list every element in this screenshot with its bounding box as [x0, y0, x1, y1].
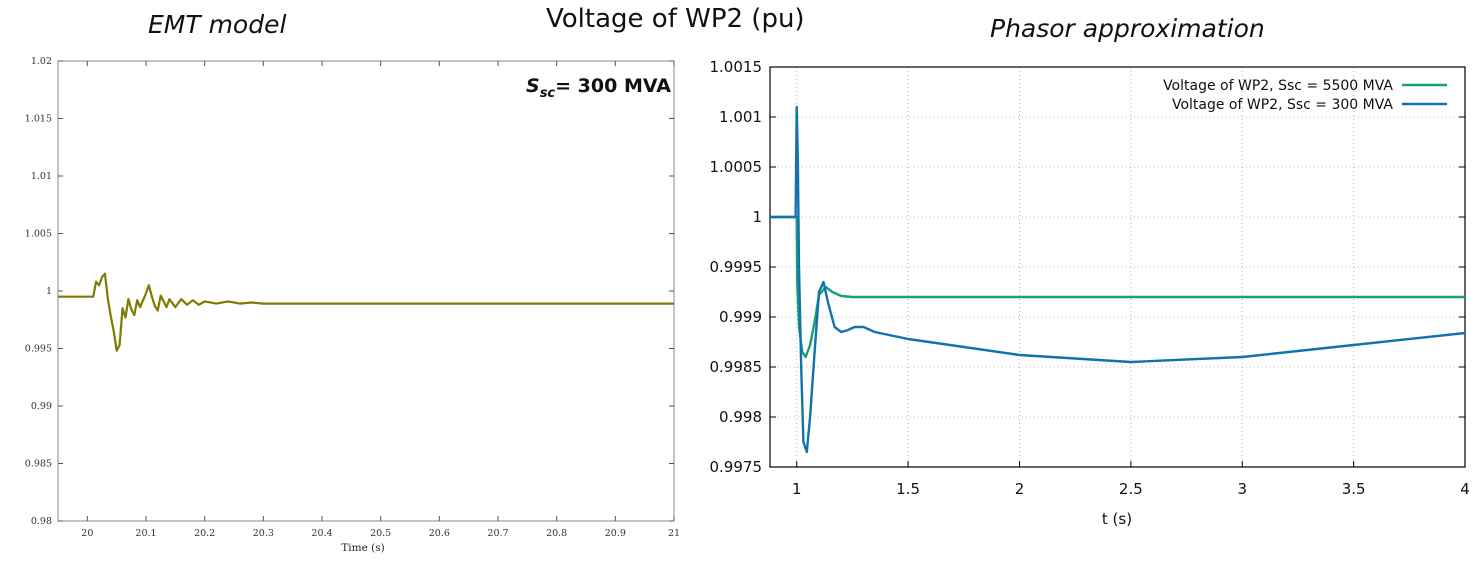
ssc-symbol: S	[526, 75, 540, 97]
emt-x-tick-label: 20.3	[253, 528, 274, 539]
phasor-y-tick-label: 1	[752, 208, 762, 226]
emt-y-tick-label: 1.01	[31, 171, 52, 182]
emt-y-tick-label: 1.005	[25, 229, 52, 240]
emt-model-title: EMT model	[148, 10, 287, 39]
emt-x-tick-label: 20.9	[605, 528, 626, 539]
legend-entry-label: Voltage of WP2, Ssc = 5500 MVA	[1163, 78, 1393, 94]
legend-entry-label: Voltage of WP2, Ssc = 300 MVA	[1172, 97, 1393, 113]
phasor-y-tick-label: 0.9985	[710, 358, 763, 376]
phasor-x-tick-label: 1.5	[896, 480, 920, 498]
emt-y-tick-label: 1	[46, 286, 52, 297]
emt-x-tick-label: 20.8	[546, 528, 567, 539]
phasor-y-tick-label: 0.9995	[710, 258, 763, 276]
ssc-subscript: sc	[540, 86, 556, 101]
phasor-x-tick-label: 2.5	[1119, 480, 1143, 498]
emt-y-tick-label: 0.99	[31, 401, 52, 412]
emt-y-tick-label: 1.02	[31, 56, 52, 67]
ssc-value: = 300 MVA	[555, 75, 671, 97]
emt-model-chart: Time (s) Ssc= 300 MVA 20 20.1 20.2 20.3 20.4…	[25, 56, 680, 554]
emt-x-tick-label: 20.4	[311, 528, 332, 539]
phasor-series-line-ssc-300	[770, 105, 1466, 454]
phasor-y-tick-label: 0.998	[719, 408, 762, 426]
emt-x-tick-label: 20.5	[370, 528, 391, 539]
emt-x-tick-label: 21	[668, 528, 680, 539]
emt-x-tick-label: 20.7	[487, 528, 508, 539]
phasor-x-tick-label: 3.5	[1342, 480, 1366, 498]
emt-voltage-series-line	[58, 272, 674, 352]
emt-x-axis-label: Time (s)	[341, 542, 384, 554]
phasor-x-tick-label: 3	[1237, 480, 1247, 498]
voltage-main-title: Voltage of WP2 (pu)	[546, 4, 805, 34]
emt-y-tick-label: 0.98	[31, 516, 52, 527]
emt-x-tick-label: 20	[81, 528, 93, 539]
phasor-y-tick-label: 1.0005	[710, 158, 763, 176]
phasor-series-line-ssc-5500	[770, 215, 1465, 359]
emt-y-tick-label: 0.985	[25, 459, 52, 470]
emt-y-tick-label: 0.995	[25, 344, 52, 355]
phasor-y-tick-label: 0.9975	[710, 458, 763, 476]
phasor-x-tick-label: 4	[1460, 480, 1470, 498]
emt-y-tick-label: 1.015	[25, 114, 52, 125]
phasor-y-tick-label: 1.0015	[710, 58, 763, 76]
emt-x-tick-label: 20.1	[135, 528, 156, 539]
emt-x-tick-label: 20.6	[429, 528, 450, 539]
phasor-approximation-title: Phasor approximation	[990, 14, 1265, 43]
ssc-annotation: Ssc= 300 MVA	[526, 75, 671, 101]
phasor-x-axis-label: t (s)	[1102, 510, 1132, 528]
emt-x-tick-label: 20.2	[194, 528, 215, 539]
phasor-x-tick-label: 2	[1015, 480, 1025, 498]
phasor-x-tick-label: 1	[792, 480, 802, 498]
phasor-y-tick-label: 1.001	[719, 108, 762, 126]
phasor-y-tick-label: 0.999	[719, 308, 762, 326]
